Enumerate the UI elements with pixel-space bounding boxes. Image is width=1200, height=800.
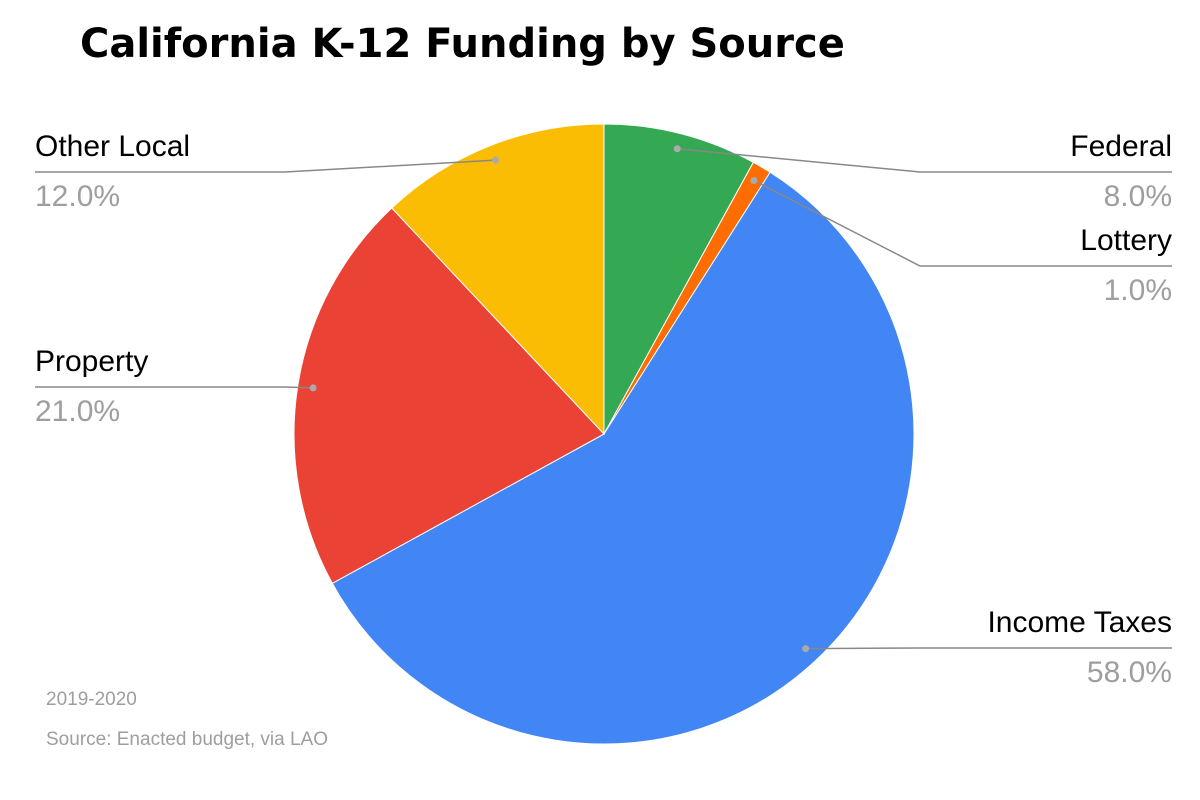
leader-line <box>805 647 1172 650</box>
pie-slice <box>391 123 605 436</box>
pie-slice <box>603 123 755 435</box>
slice-label: Lottery <box>1080 224 1172 257</box>
leader-dot <box>802 645 810 653</box>
slice-label: Property <box>35 345 148 378</box>
note: Source: Enacted budget, via LAO <box>46 729 328 750</box>
pie-slice <box>293 207 605 585</box>
note: 2019-2020 <box>46 689 137 710</box>
chart-title: California K-12 Funding by Source <box>80 21 845 67</box>
slice-label: Other Local <box>35 130 190 163</box>
slice-value-label: 12.0% <box>35 180 120 213</box>
slice-label: Federal <box>1070 130 1172 163</box>
leader-line <box>753 179 1172 267</box>
leader-line <box>35 386 314 389</box>
slice-label: Income Taxes <box>987 606 1172 639</box>
leader-dot <box>750 177 758 185</box>
leader-dot <box>492 156 500 164</box>
leader-line <box>35 159 496 173</box>
slice-value-label: 21.0% <box>35 395 120 428</box>
leader-dot <box>309 384 317 392</box>
slice-value-label: 1.0% <box>1104 274 1172 307</box>
pie-slice <box>331 171 915 745</box>
slice-value-label: 58.0% <box>1087 656 1172 689</box>
leader-dot <box>673 145 681 153</box>
leader-line <box>677 148 1172 173</box>
slice-value-label: 8.0% <box>1104 180 1172 213</box>
